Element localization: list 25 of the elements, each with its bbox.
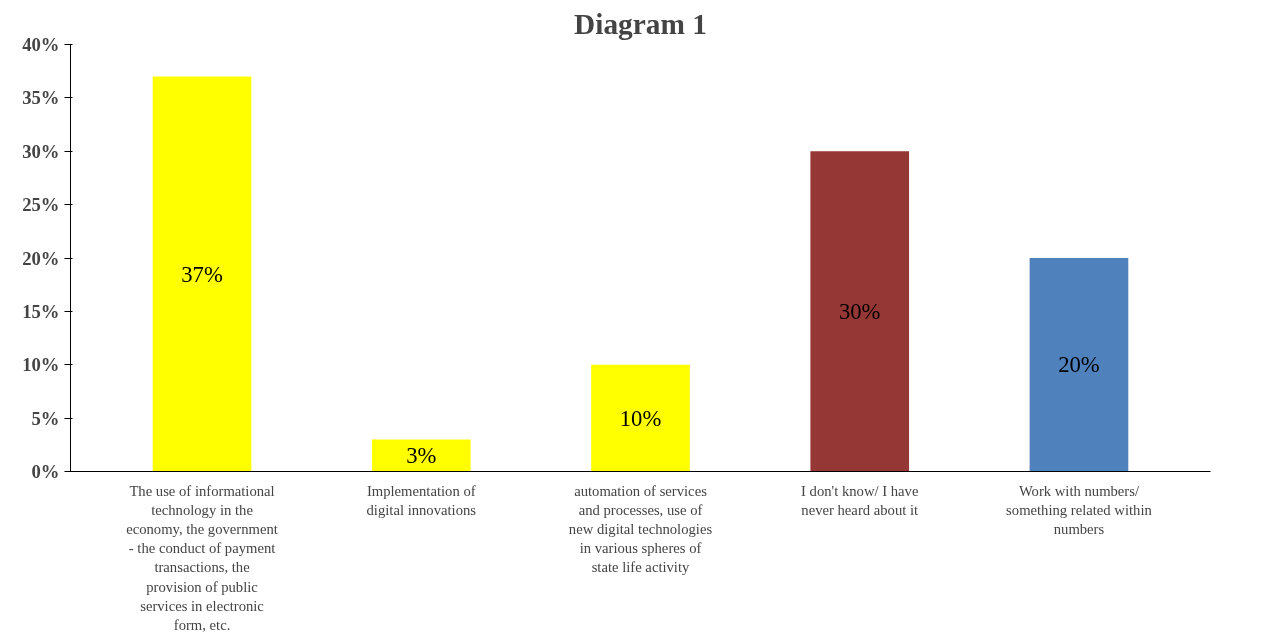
y-tick-label: 40% xyxy=(22,34,60,55)
data-label: 3% xyxy=(406,442,437,468)
y-tick-label: 30% xyxy=(22,140,60,162)
data-label: 30% xyxy=(838,298,881,324)
x-tick-label: Work with numbers/ something related within numbers xyxy=(1006,482,1153,537)
bar xyxy=(1029,258,1129,472)
data-label: 20% xyxy=(1058,352,1100,378)
y-tick-label: 35% xyxy=(22,87,60,109)
x-tick-label: Implementation of digital innovations xyxy=(366,482,477,518)
bar xyxy=(591,364,690,472)
y-tick-label: 15% xyxy=(22,300,60,322)
y-tick-label: 10% xyxy=(22,354,60,376)
bar xyxy=(152,76,252,472)
chart-title: Diagram 1 xyxy=(574,7,707,40)
x-tick-label: I don't know/ I have never heard about it xyxy=(801,482,919,518)
y-tick-label: 0% xyxy=(31,461,60,482)
bar xyxy=(371,439,471,472)
y-tick-label: 5% xyxy=(31,407,60,429)
bar xyxy=(810,151,910,472)
data-label: 10% xyxy=(619,405,662,431)
data-label: 37% xyxy=(181,261,223,287)
x-tick-label: automation of services and processes, use of new digital technologies in various spheres of state life activity xyxy=(568,482,713,576)
y-tick-label: 20% xyxy=(22,247,60,269)
x-tick-label: The use of informational technology in the economy, the government - the conduct of payment transactions, the provision of public services in electronic form, etc. xyxy=(126,482,278,633)
y-tick-label: 25% xyxy=(22,194,60,216)
